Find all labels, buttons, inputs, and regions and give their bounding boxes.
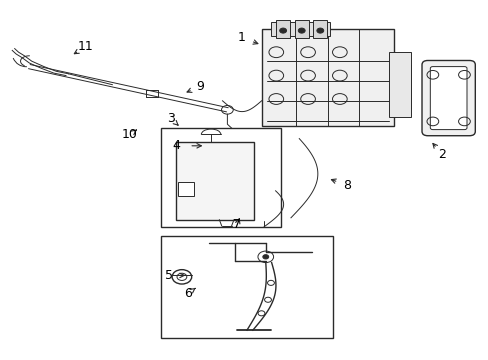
Bar: [261, 29, 393, 126]
Text: 9: 9: [196, 80, 204, 93]
Text: 1: 1: [238, 31, 245, 44]
Text: 5: 5: [164, 269, 172, 282]
Bar: [178, 182, 194, 197]
FancyBboxPatch shape: [421, 60, 474, 136]
Circle shape: [263, 255, 268, 259]
Circle shape: [298, 28, 305, 33]
Bar: [176, 142, 253, 220]
Text: 2: 2: [438, 148, 446, 161]
Bar: [271, 22, 329, 36]
Text: 3: 3: [167, 112, 175, 125]
Circle shape: [279, 28, 286, 33]
Bar: [161, 236, 332, 338]
Bar: [294, 20, 308, 38]
Bar: [313, 20, 326, 38]
Text: 10: 10: [122, 129, 137, 141]
Text: 4: 4: [172, 139, 180, 152]
Text: 11: 11: [78, 40, 93, 53]
Bar: [388, 52, 410, 117]
Bar: [276, 20, 289, 38]
FancyBboxPatch shape: [429, 67, 466, 130]
Bar: [390, 65, 410, 108]
Bar: [161, 128, 281, 227]
Circle shape: [316, 28, 323, 33]
Text: 6: 6: [184, 287, 192, 300]
Text: 8: 8: [343, 179, 350, 192]
Text: 7: 7: [233, 219, 241, 231]
